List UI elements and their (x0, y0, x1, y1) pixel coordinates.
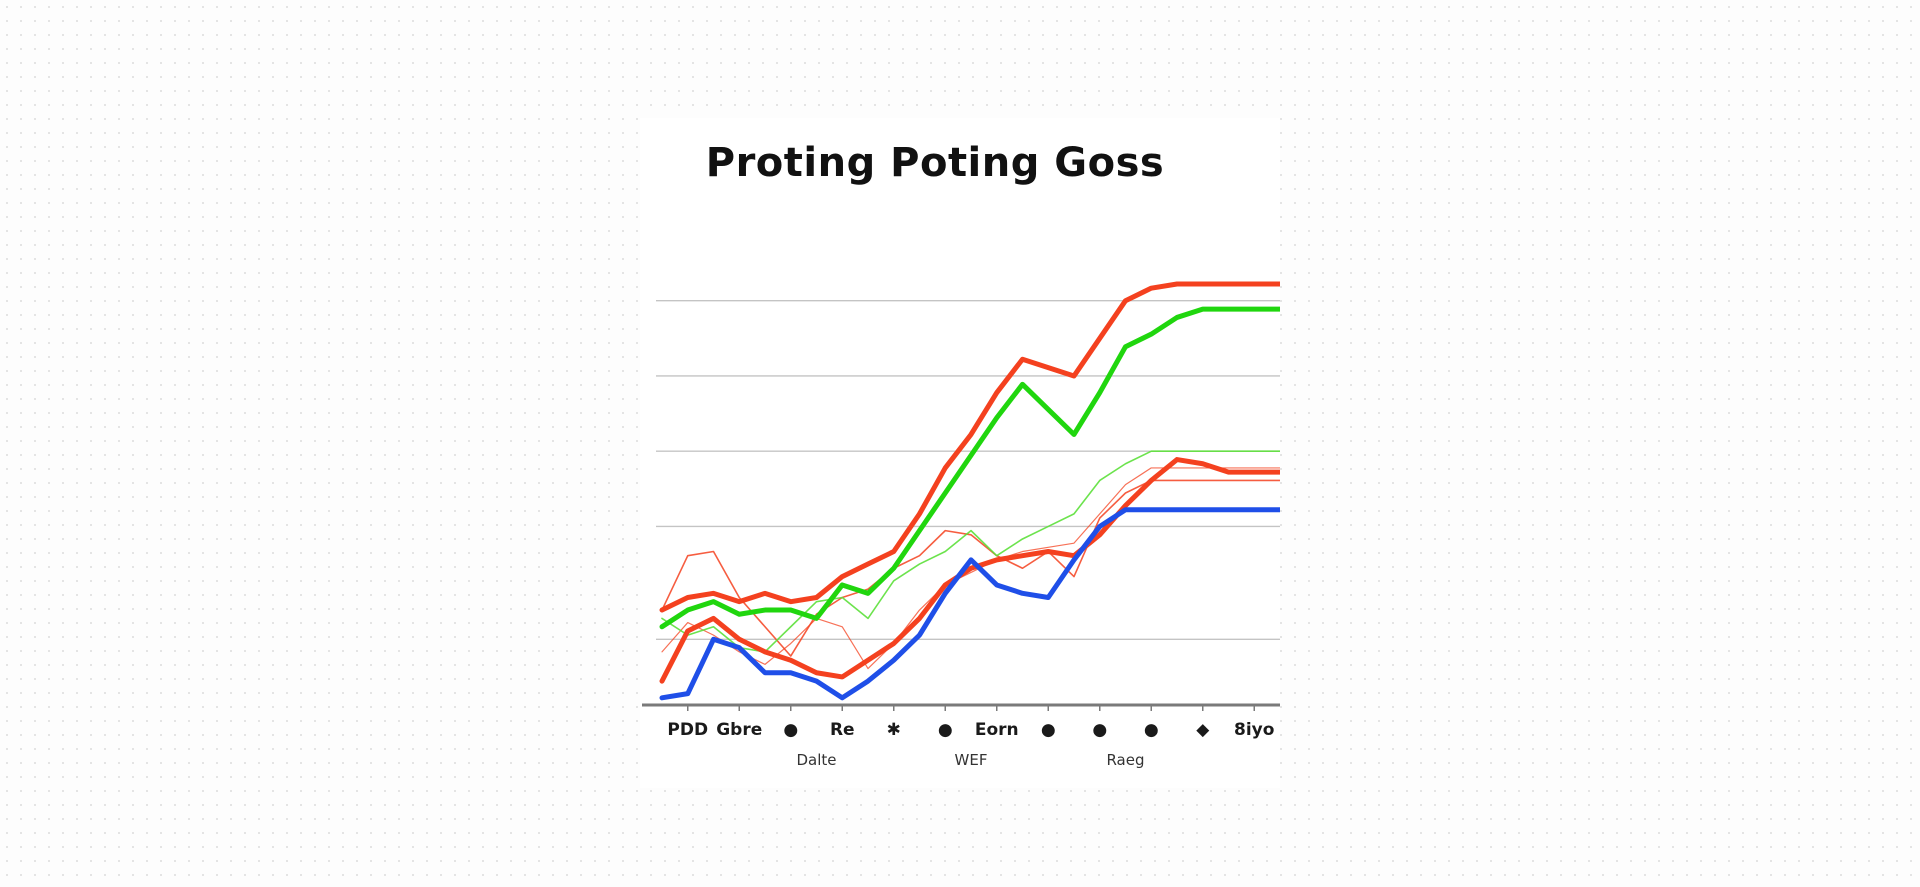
x-tick-label-7: Eorn (975, 720, 1019, 740)
x-tick-label-5: ✱ (887, 720, 901, 740)
x-tick-label-12: 8iyo (1234, 720, 1274, 740)
x-axis (642, 703, 1280, 711)
x-tick-label-1: PDD (667, 720, 708, 740)
chart-card: Proting Poting Goss PDD Gbre ● Re ✱ ● Eorn ● ● ● ◆… (640, 118, 1280, 788)
series-line-5 (661, 479, 1280, 657)
x-tick-label-9: ● (1092, 720, 1107, 740)
series-lines (659, 281, 1280, 701)
x-tick-labels: PDD Gbre ● Re ✱ ● Eorn ● ● ● ◆ 8iyo (667, 720, 1274, 740)
series-line-1 (659, 281, 1280, 613)
x-tick-label-2: Gbre (716, 720, 762, 740)
x-tick-label-6: ● (938, 720, 953, 740)
series-line-6 (661, 450, 1280, 653)
x-tick-label-4: Re (830, 720, 855, 740)
x-group-labels: Dalte WEF Raeg (796, 751, 1144, 769)
series-line-2 (659, 306, 1280, 630)
series-line-4 (659, 507, 1280, 701)
series-line-3 (659, 457, 1280, 684)
x-group-label-2: WEF (955, 751, 988, 769)
x-tick-label-10: ● (1144, 720, 1159, 740)
line-chart: PDD Gbre ● Re ✱ ● Eorn ● ● ● ◆ 8iyo Dalte WEF Raeg (642, 281, 1280, 769)
x-group-label-1: Dalte (796, 751, 836, 769)
series-line-7 (661, 467, 1280, 670)
chart-title: Proting Poting Goss (705, 140, 1165, 186)
x-tick-label-3: ● (783, 720, 798, 740)
x-tick-label-11: ◆ (1196, 720, 1210, 740)
grid-lines (656, 300, 1280, 640)
x-group-label-3: Raeg (1106, 751, 1144, 769)
x-tick-label-8: ● (1041, 720, 1056, 740)
